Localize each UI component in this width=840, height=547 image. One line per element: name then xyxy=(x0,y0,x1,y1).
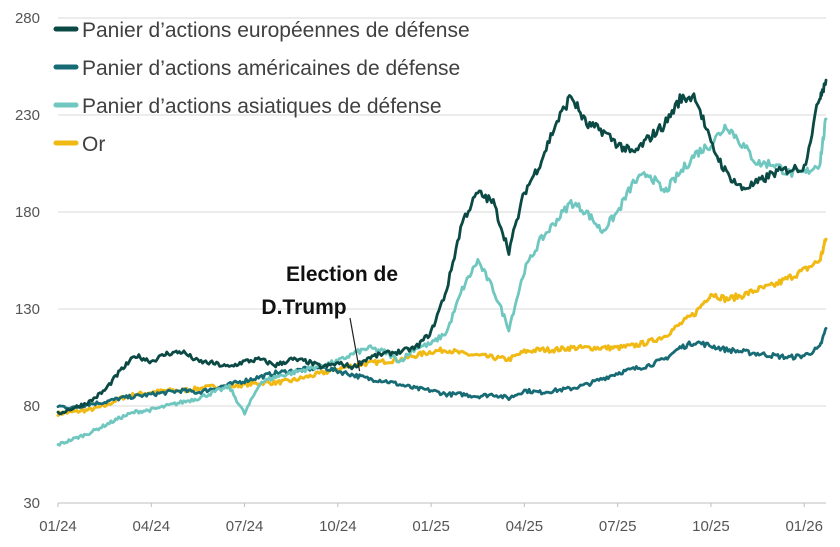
x-tick-label: 01/25 xyxy=(412,518,450,535)
annotation-pointer xyxy=(349,317,361,372)
x-tick-label: 04/24 xyxy=(133,518,171,535)
y-tick-label: 230 xyxy=(15,107,40,124)
legend-label: Panier d’actions américaines de défense xyxy=(82,57,460,80)
series-line-1 xyxy=(56,326,828,411)
y-tick-label: 180 xyxy=(15,204,40,221)
y-tick-label: 280 xyxy=(15,10,40,27)
legend-label: Or xyxy=(82,133,105,156)
x-tick-label: 07/24 xyxy=(226,518,264,535)
y-tick-label: 30 xyxy=(23,495,40,512)
annotation-line-1: Election de xyxy=(286,263,398,286)
series-line-2 xyxy=(56,117,828,447)
annotation: Election de D.Trump xyxy=(261,263,398,372)
x-tick-label: 07/25 xyxy=(599,518,637,535)
series-lines xyxy=(56,78,828,447)
series-line-3 xyxy=(56,237,828,417)
legend-label: Panier d’actions européennes de défense xyxy=(82,19,470,42)
x-tick-label: 10/25 xyxy=(692,518,730,535)
x-tick-label: 01/24 xyxy=(39,518,77,535)
series-line-0 xyxy=(56,78,828,416)
legend-label: Panier d’actions asiatiques de défense xyxy=(82,95,442,118)
annotation-line-2: D.Trump xyxy=(261,296,346,319)
y-tick-label: 80 xyxy=(23,398,40,415)
y-tick-label: 130 xyxy=(15,301,40,318)
axes: 30 80 130 180 230 280 01/24 04/24 07/24 10/24 01/2… xyxy=(15,10,826,535)
legend: Panier d’actions européennes de défense P… xyxy=(53,19,470,156)
x-tick-label: 10/24 xyxy=(319,518,357,535)
x-tick-label: 04/25 xyxy=(506,518,544,535)
x-tick-label: 01/26 xyxy=(785,518,823,535)
